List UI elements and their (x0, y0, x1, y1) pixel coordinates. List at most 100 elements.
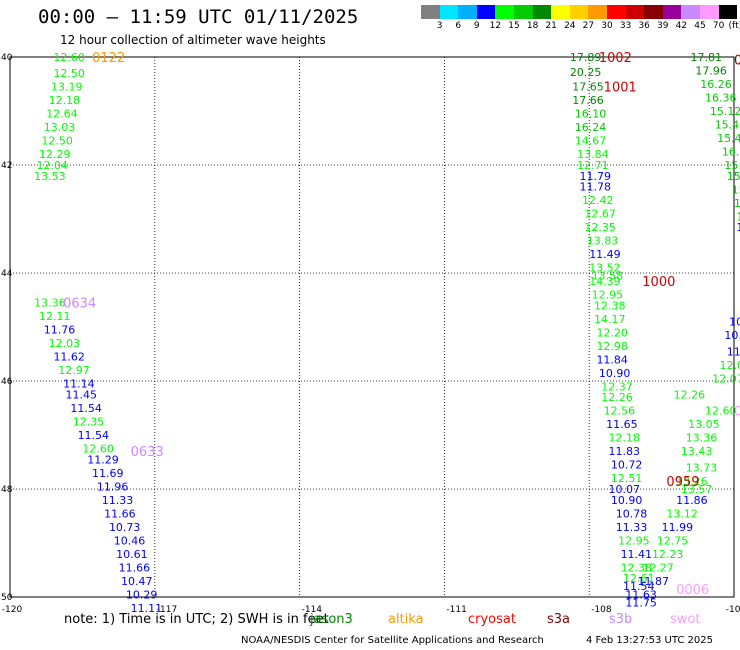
wave-height-point: 12.95 (618, 534, 650, 547)
wave-height-point: 16.55 (722, 146, 740, 159)
wave-height-point: 13.12 (666, 507, 698, 520)
wave-height-point: 12.61 (623, 572, 655, 585)
wave-height-point: 1 (736, 210, 740, 223)
legend-tick-label: 24 (564, 21, 576, 31)
wave-height-point: 11.29 (87, 453, 119, 466)
wave-height-point: 10.61 (116, 548, 148, 561)
wave-height-point: 12.38 (621, 561, 653, 574)
y-tick-label: 42 (1, 161, 12, 171)
wave-height-point: 1 (736, 221, 740, 234)
wave-height-point: 16.24 (575, 121, 607, 134)
pass-time-label: 0634 (63, 297, 96, 312)
x-tick-label: -105 (726, 605, 740, 615)
wave-height-point: 10.90 (611, 494, 643, 507)
wave-height-point: 1 (734, 197, 740, 210)
y-tick-label: 40 (1, 53, 13, 63)
legend-swatch (625, 5, 645, 19)
wave-height-point: 11.49 (589, 248, 621, 261)
wave-height-point: 14.39 (589, 275, 621, 288)
legend-swatch (700, 5, 719, 19)
pass-time-label: 0959 (666, 475, 699, 490)
wave-height-point: 15.55 (724, 159, 740, 172)
wave-height-point: 11.54 (70, 402, 102, 415)
wave-height-point: 11.66 (119, 561, 151, 574)
y-tick-label: 50 (1, 593, 13, 603)
mission-label-s3a: s3a (547, 612, 571, 627)
x-tick-label: -108 (591, 605, 612, 615)
page-subtitle: 12 hour collection of altimeter wave hei… (60, 33, 326, 47)
pass-time-label: 00 (734, 405, 740, 420)
wave-height-point: 11.69 (92, 467, 124, 480)
wave-height-point: 12.08 (720, 359, 740, 372)
legend-swatch (421, 5, 440, 19)
wave-height-point: 11.96 (97, 480, 129, 493)
mission-label-altika: altika (388, 612, 424, 627)
wave-height-point: 13.03 (44, 121, 76, 134)
legend-swatch (495, 5, 514, 19)
wave-height-point: 11.62 (53, 351, 85, 364)
map-frame (9, 56, 735, 598)
wave-height-point: 11.66 (104, 507, 135, 520)
wave-height-point: 12.64 (46, 108, 77, 121)
wave-height-point: 11.11 (131, 602, 163, 615)
x-tick-label: -120 (2, 605, 23, 615)
mission-label-jason3: jason3 (310, 612, 353, 627)
wave-height-point: 12.11 (39, 310, 71, 323)
legend-tick-label: 33 (619, 21, 632, 31)
wave-height-point: 13.43 (681, 445, 713, 458)
wave-height-point: 12.29 (39, 148, 71, 161)
wave-height-point: 15.46 (717, 132, 740, 145)
wave-height-point: 13.05 (688, 418, 720, 431)
wave-height-point: 12.51 (611, 472, 643, 485)
wave-height-point: 10.50 (724, 329, 740, 342)
wave-height-point: 11.87 (637, 575, 669, 588)
wave-height-point: 10.47 (121, 575, 153, 588)
wave-height-point: 16.10 (575, 108, 607, 121)
legend-tick-label: 15 (508, 21, 520, 31)
wave-height-point: 10.73 (109, 521, 140, 534)
legend-tick-label: 70 (712, 21, 725, 31)
generated-timestamp: 4 Feb 13:27:53 UTC 2025 (586, 635, 713, 646)
wave-height-point: 12.71 (577, 159, 609, 172)
wave-height-point: 11.33 (616, 521, 648, 534)
wave-height-point: 11.54 (78, 429, 110, 442)
wave-height-point: 10.29 (126, 588, 158, 601)
wave-height-point: 15.12 (710, 105, 740, 118)
wave-height-point: 15.1 (732, 183, 740, 196)
wave-height-point: 16.26 (700, 78, 732, 91)
wave-height-point: 13.52 (589, 262, 621, 275)
wave-height-point: 12.03 (49, 337, 81, 350)
y-tick-label: 48 (1, 485, 13, 495)
wave-height-point: 16.36 (705, 92, 737, 105)
legend-unit: (ft) (728, 21, 740, 31)
wave-height-point: 12.60 (705, 405, 737, 418)
wave-height-point: 13.19 (51, 81, 83, 94)
x-tick-label: -111 (446, 605, 466, 615)
wave-height-point: 13.36 (686, 432, 718, 445)
wave-height-point: 11.75 (625, 596, 657, 609)
wave-height-point: 11.63 (625, 588, 657, 601)
legend-swatch (681, 5, 700, 19)
legend-tick-label: 6 (455, 21, 462, 31)
wave-height-point: 12.23 (652, 548, 684, 561)
legend-swatch (607, 5, 626, 19)
x-tick-label: -114 (302, 605, 323, 615)
legend-tick-label: 12 (489, 21, 502, 31)
wave-height-point: 12.18 (49, 94, 81, 107)
wave-height-point: 17.96 (695, 65, 727, 78)
wave-height-point: 12.26 (601, 391, 633, 404)
pass-time-label: 0633 (131, 445, 164, 460)
wave-height-point: 12.38 (594, 299, 626, 312)
wave-height-point: 10.90 (599, 367, 631, 380)
legend-tick-label: 18 (526, 21, 539, 31)
footer-note: note: 1) Time is in UTC; 2) SWH is in fe… (64, 612, 329, 627)
y-tick-label: 46 (1, 377, 13, 387)
wave-height-point: 20.25 (570, 66, 602, 79)
legend-swatch (588, 5, 607, 19)
wave-height-point: 11.79 (580, 170, 612, 183)
wave-height-point: 10.07 (609, 483, 641, 496)
wave-height-point: 11.76 (44, 324, 76, 337)
wave-height-point: 12.20 (596, 326, 628, 339)
wave-height-point: 10.7 (729, 316, 740, 329)
wave-height-point: 11.14 (63, 378, 95, 391)
